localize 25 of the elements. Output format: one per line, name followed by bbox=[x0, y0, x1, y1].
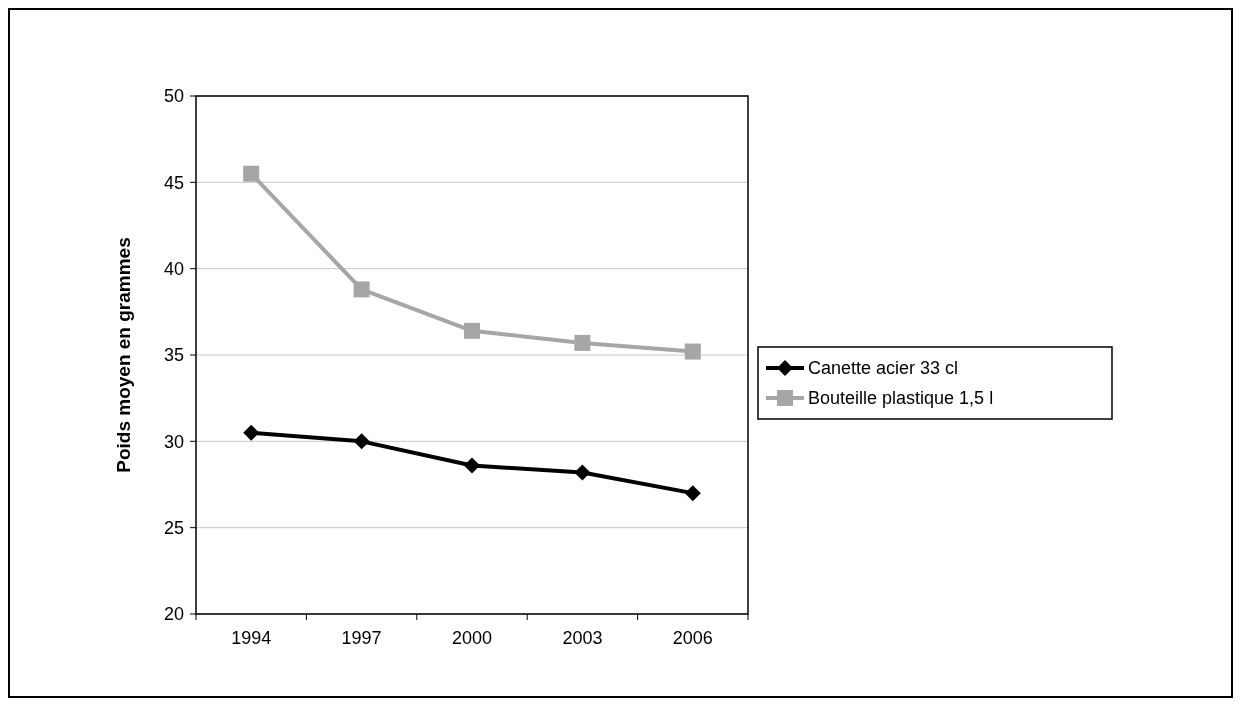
x-tick-label: 2000 bbox=[451, 628, 493, 648]
y-tick-label: 30 bbox=[163, 431, 184, 452]
y-axis-title: Poids moyen en grammes bbox=[113, 237, 134, 473]
x-tick-label: 1997 bbox=[341, 628, 382, 648]
point bbox=[464, 457, 480, 474]
point bbox=[464, 322, 480, 339]
x-tick-label: 2006 bbox=[672, 628, 713, 648]
point bbox=[574, 464, 591, 481]
y-tick-label: 40 bbox=[163, 258, 184, 279]
point bbox=[574, 334, 591, 351]
y-tick-label: 50 bbox=[163, 86, 184, 107]
point bbox=[243, 165, 260, 182]
legend-label: Bouteille plastique 1,5 l bbox=[808, 388, 994, 409]
x-tick-label: 2003 bbox=[562, 628, 603, 648]
point bbox=[243, 424, 260, 441]
point bbox=[353, 433, 370, 450]
point bbox=[684, 485, 701, 502]
x-tick-label: 1994 bbox=[231, 628, 272, 648]
legend-label: Canette acier 33 cl bbox=[808, 358, 959, 379]
y-tick-label: 25 bbox=[163, 517, 184, 538]
point bbox=[684, 343, 701, 360]
y-tick-label: 45 bbox=[163, 172, 184, 193]
point bbox=[353, 281, 370, 298]
y-tick-label: 35 bbox=[163, 345, 184, 366]
y-tick-label: 20 bbox=[163, 604, 184, 625]
